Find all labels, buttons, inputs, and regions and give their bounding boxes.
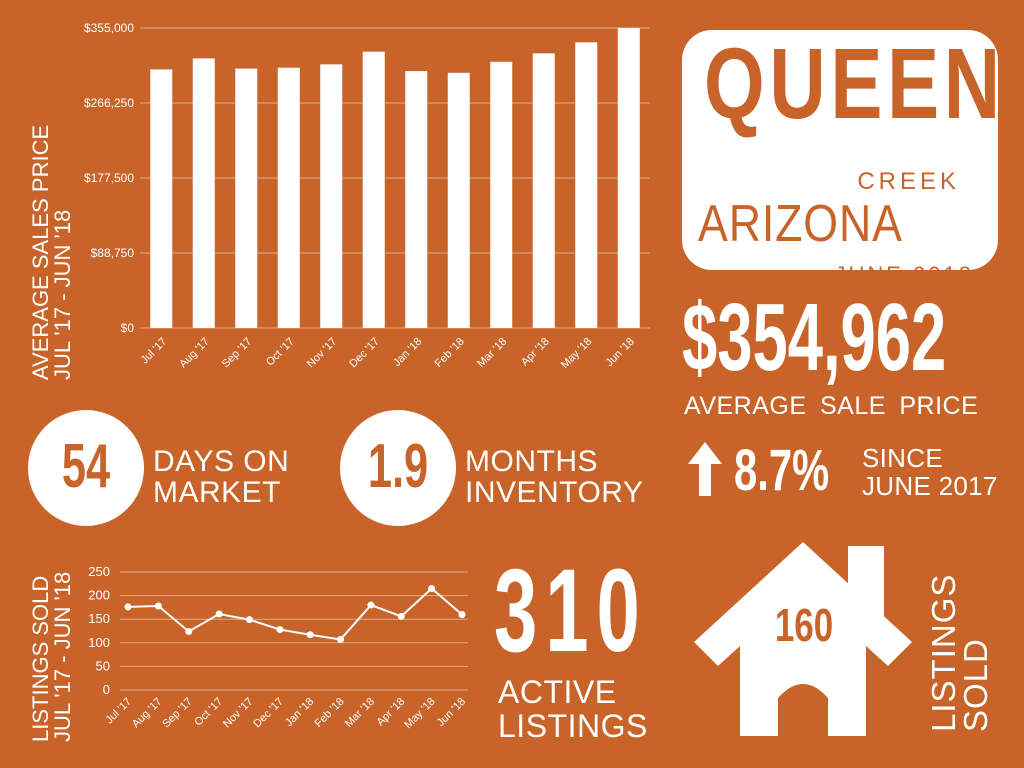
line-chart-ylabel: LISTINGS SOLD JUL '17 - JUN '18	[28, 572, 75, 742]
title-arizona: ARIZONA	[698, 195, 903, 253]
title-queen: QUEEN	[704, 28, 1005, 140]
bar-chart-bar	[405, 71, 428, 329]
bar-chart-xtick-label: Nov '17	[305, 336, 340, 371]
line-chart-xtick-label: Aug '17	[130, 696, 165, 731]
line-chart-point	[428, 585, 436, 593]
line-chart-ytick-label: 50	[96, 658, 110, 673]
bar-chart-bar	[447, 72, 470, 328]
line-chart-xtick-label: Sep '17	[160, 696, 195, 731]
months-inventory-label-line2: INVENTORY	[465, 476, 644, 509]
average-sales-price-bar-chart: $0 $88,750 $177,500 $266,250 $355,000 Jul '17…	[84, 21, 650, 371]
days-on-market-label-line2: MARKET	[153, 476, 282, 509]
months-inventory-value: 1.9	[367, 432, 429, 501]
bar-chart-ylabel-line1: AVERAGE SALES PRICE	[28, 124, 53, 380]
listings-sold-label-line1: LISTINGS	[925, 573, 962, 732]
bar-chart-bar	[320, 64, 343, 329]
bar-chart-bar	[617, 28, 640, 329]
line-chart-xtick-label: May '18	[402, 696, 437, 731]
days-on-market-value: 54	[61, 432, 111, 501]
months-inventory-label: MONTHS INVENTORY	[465, 446, 643, 508]
bar-chart-ytick-label: $88,750	[91, 246, 135, 260]
bar-chart-bar	[150, 69, 173, 328]
listings-sold-label-line2: SOLD	[957, 638, 994, 732]
bar-chart-xtick-label: Feb '18	[433, 336, 467, 370]
bar-chart-ytick-label: $266,250	[84, 96, 134, 110]
bar-chart-xtick-label: Sep '17	[220, 336, 255, 371]
bar-chart-bar	[277, 67, 300, 328]
days-on-market-circle: 54	[28, 410, 144, 526]
house-icon	[694, 542, 912, 736]
price-change-value: 8.7%	[734, 438, 830, 503]
active-listings-label-line1: ACTIVE	[498, 674, 617, 710]
line-chart-xtick-label: Mar '18	[343, 696, 377, 730]
active-listings-label-line2: LISTINGS	[498, 708, 648, 744]
line-chart-point	[306, 631, 314, 639]
line-chart-point	[245, 616, 253, 624]
bar-chart-bar	[490, 61, 513, 328]
bar-chart-bar	[362, 51, 385, 328]
line-chart-ytick-label: 100	[88, 635, 110, 650]
line-chart-point	[337, 635, 345, 643]
bar-chart-bar	[192, 58, 215, 328]
price-change-label: SINCE JUNE 2017	[862, 444, 998, 500]
line-chart-xtick-label: Nov '17	[221, 696, 256, 731]
active-listings-value: 310	[494, 545, 648, 677]
bar-chart-xtick-label: Dec '17	[347, 336, 382, 371]
bar-chart-xtick-label: Aug '17	[177, 336, 212, 371]
line-chart-point	[367, 601, 375, 609]
line-chart-point	[124, 603, 132, 611]
average-sale-price-value: $354,962	[682, 284, 947, 391]
days-on-market-label-line1: DAYS ON	[153, 445, 290, 478]
bar-chart-xtick-label: Mar '18	[475, 336, 509, 370]
price-change-label-line2: JUNE 2017	[862, 471, 998, 501]
days-on-market-label: DAYS ON MARKET	[153, 446, 289, 508]
line-chart-xtick-label: Jun '18	[435, 696, 468, 729]
title-creek: CREEK	[857, 168, 960, 195]
arrow-up-icon	[688, 442, 722, 496]
line-chart-xtick-label: Oct '17	[192, 696, 225, 729]
line-chart-xtick-label: Feb '18	[312, 696, 346, 730]
average-sale-price-label: AVERAGE SALE PRICE	[684, 392, 979, 420]
bar-chart-bar	[235, 68, 258, 328]
line-chart-ytick-label: 200	[88, 588, 110, 603]
line-chart-ylabel-line1: LISTINGS SOLD	[28, 575, 53, 742]
bar-chart-ytick-label: $177,500	[84, 171, 134, 185]
bar-chart-ytick-label: $355,000	[84, 21, 134, 35]
line-chart-ytick-label: 0	[103, 682, 110, 697]
line-chart-point	[458, 610, 466, 618]
location-title-card: QUEEN CREEK ARIZONA JUNE 2018	[682, 30, 1000, 286]
bar-chart-bar	[532, 53, 555, 328]
bar-chart-xtick-label: May '18	[559, 336, 594, 371]
line-chart-xtick-label: Dec '17	[251, 696, 286, 731]
months-inventory-circle: 1.9	[340, 410, 456, 526]
listings-sold-value: 160	[774, 599, 834, 651]
bar-chart-ytick-label: $0	[121, 321, 135, 335]
line-chart-point	[154, 602, 162, 610]
bar-chart-xtick-label: Jun '18	[604, 336, 637, 369]
line-chart-series-line	[127, 587, 463, 641]
bar-chart-bar	[575, 42, 598, 328]
line-chart-ytick-label: 150	[88, 611, 110, 626]
active-listings-label: ACTIVE LISTINGS	[498, 675, 648, 743]
line-chart-point	[215, 610, 223, 618]
months-inventory-label-line1: MONTHS	[465, 445, 598, 478]
price-change-label-line1: SINCE	[862, 443, 943, 473]
line-chart-ytick-label: 250	[88, 564, 110, 579]
title-date: JUNE 2018	[834, 262, 974, 287]
listings-sold-label: LISTINGS SOLD	[925, 573, 994, 732]
bar-chart-xtick-label: Jul '17	[139, 336, 170, 367]
bar-chart-xtick-label: Oct '17	[264, 336, 297, 369]
bar-chart-ylabel: AVERAGE SALES PRICE JUL '17 - JUN '18	[28, 124, 75, 380]
bar-chart-xtick-label: Jan '18	[391, 336, 424, 369]
line-chart-point	[276, 626, 284, 634]
line-chart-xtick-label: Jan '18	[283, 696, 316, 729]
bar-chart-xtick-label: Apr '18	[519, 336, 552, 369]
line-chart-point	[397, 612, 405, 620]
line-chart-point	[185, 627, 193, 635]
